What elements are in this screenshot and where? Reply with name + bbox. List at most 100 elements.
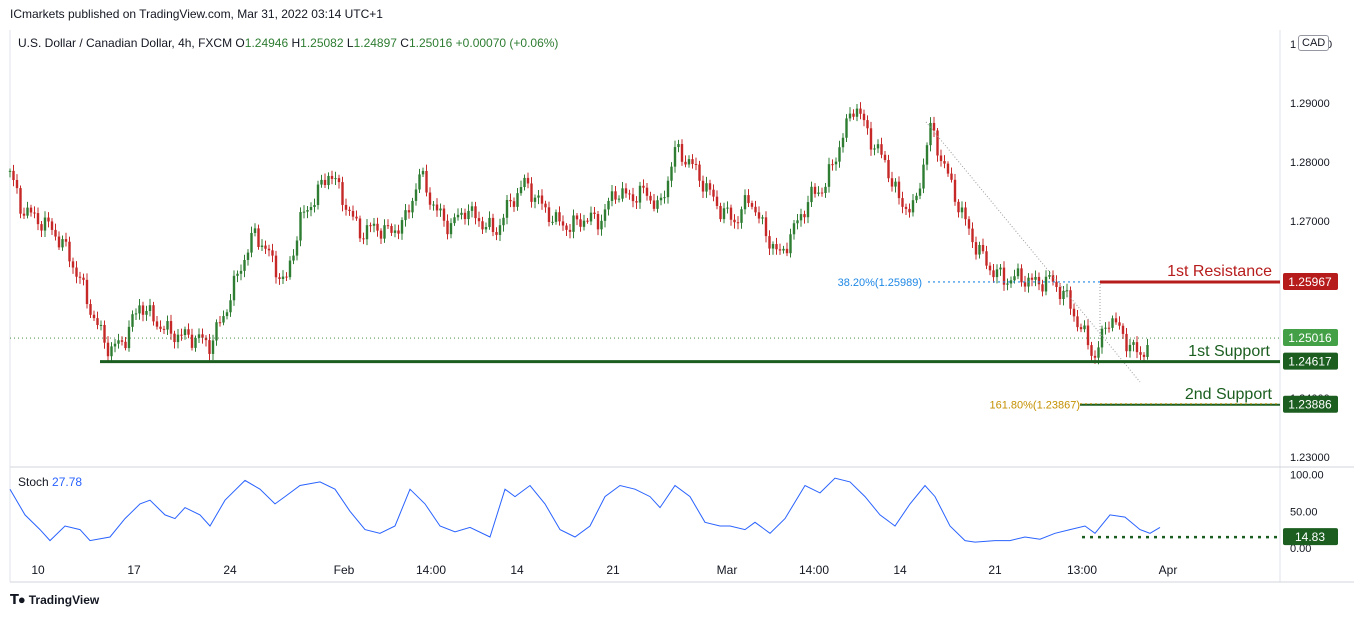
candle-body[interactable] <box>418 174 421 190</box>
candle-body[interactable] <box>484 227 488 230</box>
candle-body[interactable] <box>785 248 789 254</box>
candle-body[interactable] <box>1104 327 1107 329</box>
candle-body[interactable] <box>918 188 922 196</box>
candle-body[interactable] <box>50 221 54 230</box>
candle-body[interactable] <box>771 244 775 249</box>
candle-body[interactable] <box>799 214 803 221</box>
candle-body[interactable] <box>1093 355 1097 358</box>
candle-body[interactable] <box>596 213 600 230</box>
candle-body[interactable] <box>901 198 904 207</box>
candle-body[interactable] <box>446 220 449 235</box>
candle-body[interactable] <box>299 212 302 241</box>
candle-body[interactable] <box>225 312 229 317</box>
candle-body[interactable] <box>215 322 218 341</box>
candle-body[interactable] <box>911 200 915 213</box>
candle-body[interactable] <box>383 225 386 239</box>
candle-body[interactable] <box>453 217 456 224</box>
candle-body[interactable] <box>649 195 652 201</box>
candle-body[interactable] <box>1142 354 1146 357</box>
candle-body[interactable] <box>757 212 761 219</box>
candle-body[interactable] <box>134 313 138 315</box>
candle-body[interactable] <box>1135 342 1139 353</box>
candle-body[interactable] <box>1090 345 1093 356</box>
candle-body[interactable] <box>145 310 148 315</box>
candle-body[interactable] <box>610 191 614 201</box>
candle-body[interactable] <box>971 228 974 243</box>
candle-body[interactable] <box>582 220 586 227</box>
candle-body[interactable] <box>1128 344 1132 352</box>
candle-body[interactable] <box>1139 352 1142 355</box>
candle-body[interactable] <box>1118 322 1121 326</box>
candle-body[interactable] <box>239 270 243 274</box>
candle-body[interactable] <box>99 324 103 326</box>
candle-body[interactable] <box>953 179 957 202</box>
candle-body[interactable] <box>362 238 365 240</box>
candle-body[interactable] <box>533 197 537 202</box>
candle-body[interactable] <box>708 183 712 190</box>
candle-body[interactable] <box>155 321 159 327</box>
candle-body[interactable] <box>736 222 740 224</box>
candle-body[interactable] <box>988 265 992 271</box>
candle-body[interactable] <box>432 204 435 206</box>
candle-body[interactable] <box>855 108 859 117</box>
candle-body[interactable] <box>12 170 15 180</box>
candle-body[interactable] <box>1111 318 1114 328</box>
candle-body[interactable] <box>1076 316 1079 328</box>
candle-body[interactable] <box>92 314 96 319</box>
candle-body[interactable] <box>761 217 764 219</box>
candle-body[interactable] <box>1114 318 1118 323</box>
candle-body[interactable] <box>47 217 50 222</box>
candle-body[interactable] <box>701 180 705 192</box>
candle-body[interactable] <box>1086 325 1090 346</box>
candle-body[interactable] <box>201 334 204 338</box>
candle-body[interactable] <box>260 245 264 247</box>
candle-body[interactable] <box>936 130 939 156</box>
candle-body[interactable] <box>369 225 372 227</box>
candle-body[interactable] <box>407 210 411 213</box>
candle-body[interactable] <box>197 334 201 338</box>
candle-body[interactable] <box>36 213 40 225</box>
candle-body[interactable] <box>152 305 155 322</box>
candle-body[interactable] <box>470 206 474 211</box>
candle-body[interactable] <box>551 221 554 223</box>
candle-body[interactable] <box>68 241 71 262</box>
candle-body[interactable] <box>519 187 523 194</box>
candle-body[interactable] <box>796 220 799 224</box>
candle-body[interactable] <box>425 170 428 193</box>
candle-body[interactable] <box>572 215 575 232</box>
candle-body[interactable] <box>1051 275 1055 282</box>
candle-body[interactable] <box>915 195 918 201</box>
candle-body[interactable] <box>922 164 925 189</box>
candle-body[interactable] <box>624 188 628 194</box>
candle-body[interactable] <box>981 244 985 252</box>
candle-body[interactable] <box>274 255 278 278</box>
candle-body[interactable] <box>341 182 344 205</box>
candle-body[interactable] <box>22 213 26 216</box>
candle-body[interactable] <box>824 186 827 194</box>
candle-body[interactable] <box>512 201 516 207</box>
candle-body[interactable] <box>1083 325 1086 330</box>
currency-badge[interactable]: CAD <box>1298 35 1330 51</box>
candle-body[interactable] <box>957 201 960 213</box>
candle-body[interactable] <box>873 148 876 150</box>
candle-body[interactable] <box>656 200 659 209</box>
candle-body[interactable] <box>54 229 57 237</box>
candle-body[interactable] <box>866 120 869 129</box>
candle-body[interactable] <box>684 161 687 165</box>
candle-body[interactable] <box>148 305 152 311</box>
candle-body[interactable] <box>271 250 274 256</box>
candle-body[interactable] <box>460 212 463 215</box>
candle-body[interactable] <box>19 188 22 214</box>
candle-body[interactable] <box>1016 268 1020 277</box>
candle-body[interactable] <box>246 252 250 260</box>
candle-body[interactable] <box>813 186 817 194</box>
candle-body[interactable] <box>803 214 806 218</box>
candle-body[interactable] <box>183 329 187 336</box>
candle-body[interactable] <box>85 279 89 305</box>
candle-body[interactable] <box>481 221 484 230</box>
candle-body[interactable] <box>978 244 981 255</box>
candle-body[interactable] <box>330 175 334 179</box>
candle-body[interactable] <box>673 147 677 167</box>
candle-body[interactable] <box>1058 287 1062 300</box>
candle-body[interactable] <box>635 201 638 203</box>
